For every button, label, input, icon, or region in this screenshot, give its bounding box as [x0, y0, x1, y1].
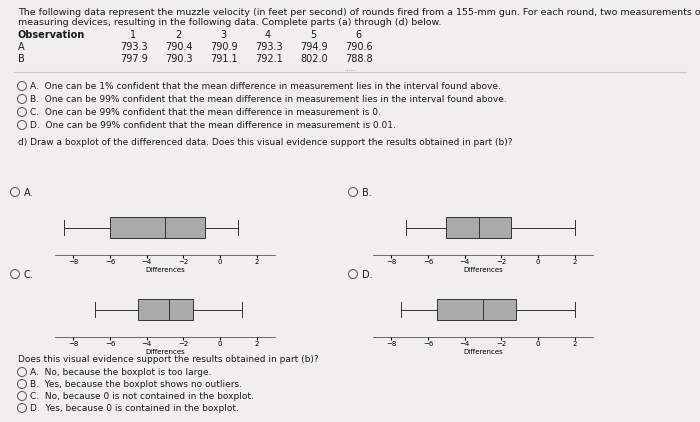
Text: A.: A.	[24, 188, 34, 198]
Text: C.  No, because 0 is not contained in the boxplot.: C. No, because 0 is not contained in the…	[30, 392, 254, 401]
Text: B.  One can be 99% confident that the mean difference in measurement lies in the: B. One can be 99% confident that the mea…	[30, 95, 507, 104]
X-axis label: Differences: Differences	[145, 267, 185, 273]
Text: measuring devices, resulting in the following data. Complete parts (a) through (: measuring devices, resulting in the foll…	[18, 18, 442, 27]
Text: C.: C.	[24, 270, 34, 280]
Text: D.  One can be 99% confident that the mean difference in measurement is 0.01.: D. One can be 99% confident that the mea…	[30, 121, 396, 130]
Text: 802.0: 802.0	[300, 54, 328, 64]
Text: 790.9: 790.9	[210, 42, 237, 52]
Text: 793.3: 793.3	[120, 42, 148, 52]
Text: 793.3: 793.3	[255, 42, 283, 52]
Bar	[447, 217, 510, 238]
Text: 1: 1	[130, 30, 136, 40]
Text: B: B	[18, 54, 25, 64]
Text: 2: 2	[175, 30, 181, 40]
Text: B.: B.	[362, 188, 372, 198]
Text: 790.4: 790.4	[165, 42, 192, 52]
Text: C.  One can be 99% confident that the mean difference in measurement is 0.: C. One can be 99% confident that the mea…	[30, 108, 381, 117]
Text: A.  No, because the boxplot is too large.: A. No, because the boxplot is too large.	[30, 368, 211, 377]
Text: 6: 6	[355, 30, 361, 40]
Bar	[110, 217, 205, 238]
Text: D.  Yes, because 0 is contained in the boxplot.: D. Yes, because 0 is contained in the bo…	[30, 404, 239, 413]
Text: Observation: Observation	[18, 30, 85, 40]
Text: 5: 5	[310, 30, 316, 40]
Text: 797.9: 797.9	[120, 54, 148, 64]
Text: D.: D.	[362, 270, 372, 280]
Bar	[438, 299, 516, 320]
Text: 791.1: 791.1	[210, 54, 237, 64]
Text: 790.3: 790.3	[165, 54, 192, 64]
Text: 3: 3	[220, 30, 226, 40]
Text: 790.6: 790.6	[345, 42, 372, 52]
Text: d) Draw a boxplot of the differenced data. Does this visual evidence support the: d) Draw a boxplot of the differenced dat…	[18, 138, 512, 147]
Text: Does this visual evidence support the results obtained in part (b)?: Does this visual evidence support the re…	[18, 355, 318, 364]
Bar	[137, 299, 193, 320]
X-axis label: Differences: Differences	[463, 349, 503, 354]
Text: .....: .....	[344, 66, 356, 72]
Text: B.  Yes, because the boxplot shows no outliers.: B. Yes, because the boxplot shows no out…	[30, 380, 242, 389]
X-axis label: Differences: Differences	[145, 349, 185, 354]
Text: 4: 4	[265, 30, 271, 40]
Text: A.  One can be 1% confident that the mean difference in measurement lies in the : A. One can be 1% confident that the mean…	[30, 82, 501, 91]
Text: 794.9: 794.9	[300, 42, 328, 52]
Text: A: A	[18, 42, 25, 52]
Text: The following data represent the muzzle velocity (in feet per second) of rounds : The following data represent the muzzle …	[18, 8, 700, 17]
X-axis label: Differences: Differences	[463, 267, 503, 273]
Text: 788.8: 788.8	[345, 54, 372, 64]
Text: 792.1: 792.1	[255, 54, 283, 64]
